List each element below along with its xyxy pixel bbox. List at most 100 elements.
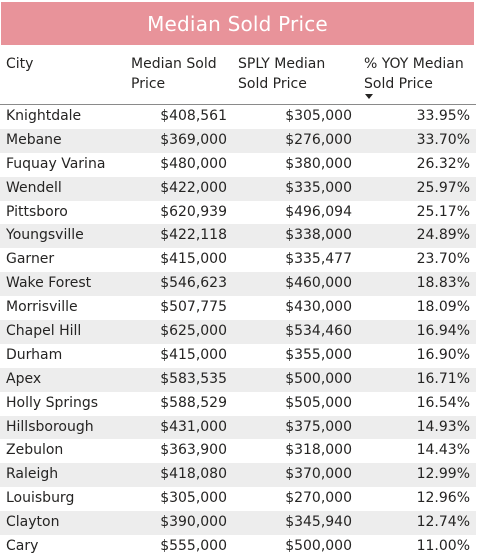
city-cell: Wendell xyxy=(6,179,62,196)
city-cell: Knightdale xyxy=(6,108,82,124)
median-sold-price-cell: $390,000 xyxy=(160,514,227,531)
median-sold-price-cell: $620,939 xyxy=(160,203,227,220)
table-row[interactable]: Holly Springs $588,529 $505,000 16.54% xyxy=(0,392,476,416)
table-row[interactable]: Louisburg $305,000 $270,000 12.96% xyxy=(0,487,476,511)
sply-median-cell: $380,000 xyxy=(285,155,352,172)
table-row[interactable]: Raleigh $418,080 $370,000 12.99% xyxy=(0,463,476,488)
sply-median-cell: $335,000 xyxy=(285,179,352,196)
sort-descending-icon[interactable] xyxy=(365,94,373,99)
table-row[interactable]: Morrisville $507,775 $430,000 18.09% xyxy=(0,296,476,320)
sply-median-cell: $375,000 xyxy=(285,418,352,435)
median-sold-price-cell: $507,775 xyxy=(160,299,227,316)
column-header-yoy-median[interactable]: % YOY Median Sold Price xyxy=(364,54,464,94)
yoy-median-cell: 18.09% xyxy=(416,299,470,316)
sply-median-cell: $534,460 xyxy=(285,323,352,340)
column-header-median-sold-price[interactable]: Median Sold Price xyxy=(131,54,217,94)
city-cell: Cary xyxy=(6,538,39,555)
column-header-city-label: City xyxy=(6,56,34,72)
city-cell: Morrisville xyxy=(6,299,78,316)
table-row[interactable]: Cary $555,000 $500,000 11.00% xyxy=(0,535,476,559)
sply-median-cell: $355,000 xyxy=(285,346,352,363)
table-row[interactable]: Pittsboro $620,939 $496,094 25.17% xyxy=(0,201,476,225)
yoy-median-cell: 14.93% xyxy=(416,418,470,435)
yoy-median-cell: 23.70% xyxy=(416,251,470,268)
median-sold-price-cell: $418,080 xyxy=(160,466,227,483)
median-sold-price-cell: $546,623 xyxy=(160,275,227,292)
median-sold-price-cell: $415,000 xyxy=(160,346,227,363)
column-header-median-line1: Median Sold xyxy=(131,56,217,72)
sply-median-cell: $460,000 xyxy=(285,275,352,292)
city-cell: Durham xyxy=(6,346,63,363)
city-cell: Apex xyxy=(6,370,42,387)
median-sold-price-cell: $415,000 xyxy=(160,251,227,268)
yoy-median-cell: 16.90% xyxy=(416,346,470,363)
table-row[interactable]: Knightdale $408,561 $305,000 33.95% xyxy=(0,105,476,129)
table-row[interactable]: Hillsborough $431,000 $375,000 14.93% xyxy=(0,415,476,440)
median-price-table: City Median Sold Price SPLY Median Sold … xyxy=(0,46,476,559)
median-sold-price-cell: $583,535 xyxy=(160,370,227,387)
sply-median-cell: $496,094 xyxy=(285,203,352,220)
yoy-median-cell: 12.96% xyxy=(416,490,470,507)
city-cell: Fuquay Varina xyxy=(6,155,106,172)
yoy-median-cell: 24.89% xyxy=(416,227,470,244)
median-sold-price-cell: $422,118 xyxy=(160,227,227,244)
table-row[interactable]: Apex $583,535 $500,000 16.71% xyxy=(0,367,476,392)
city-cell: Wake Forest xyxy=(6,275,92,292)
yoy-median-cell: 26.32% xyxy=(416,155,470,172)
sply-median-cell: $500,000 xyxy=(285,370,352,387)
visual-title: Median Sold Price xyxy=(147,11,328,36)
table-row[interactable]: Fuquay Varina $480,000 $380,000 26.32% xyxy=(0,153,476,177)
median-sold-price-cell: $369,000 xyxy=(160,131,227,148)
city-cell: Chapel Hill xyxy=(6,323,82,340)
median-sold-price-cell: $408,561 xyxy=(160,108,227,124)
yoy-median-cell: 16.71% xyxy=(416,370,470,387)
city-cell: Holly Springs xyxy=(6,394,99,411)
table-row[interactable]: Zebulon $363,900 $318,000 14.43% xyxy=(0,439,476,463)
yoy-median-cell: 16.94% xyxy=(416,323,470,340)
city-cell: Hillsborough xyxy=(6,418,94,435)
median-sold-price-cell: $363,900 xyxy=(160,442,227,459)
column-header-yoy-line2: Sold Price xyxy=(364,76,433,92)
city-cell: Raleigh xyxy=(6,466,59,483)
table-row[interactable]: Wake Forest $546,623 $460,000 18.83% xyxy=(0,272,476,297)
sply-median-cell: $335,477 xyxy=(285,251,352,268)
table-row[interactable]: Durham $415,000 $355,000 16.90% xyxy=(0,344,476,368)
yoy-median-cell: 16.54% xyxy=(416,394,470,411)
sply-median-cell: $270,000 xyxy=(285,490,352,507)
table-body: Knightdale $408,561 $305,000 33.95% Mebane $3… xyxy=(0,105,476,559)
median-sold-price-cell: $431,000 xyxy=(160,418,227,435)
median-sold-price-cell: $625,000 xyxy=(160,323,227,340)
yoy-median-cell: 33.95% xyxy=(416,108,470,124)
yoy-median-cell: 18.83% xyxy=(416,275,470,292)
yoy-median-cell: 25.97% xyxy=(416,179,470,196)
column-header-sply-median[interactable]: SPLY Median Sold Price xyxy=(238,54,325,94)
yoy-median-cell: 14.43% xyxy=(416,442,470,459)
table-row[interactable]: Chapel Hill $625,000 $534,460 16.94% xyxy=(0,320,476,344)
column-header-sply-line2: Sold Price xyxy=(238,76,307,92)
sply-median-cell: $370,000 xyxy=(285,466,352,483)
yoy-median-cell: 11.00% xyxy=(416,538,470,555)
median-sold-price-cell: $422,000 xyxy=(160,179,227,196)
table-row[interactable]: Garner $415,000 $335,477 23.70% xyxy=(0,248,476,272)
city-cell: Pittsboro xyxy=(6,203,68,220)
city-cell: Clayton xyxy=(6,514,60,531)
sply-median-cell: $276,000 xyxy=(285,131,352,148)
column-header-sply-line1: SPLY Median xyxy=(238,56,326,72)
sply-median-cell: $505,000 xyxy=(285,394,352,411)
yoy-median-cell: 25.17% xyxy=(416,203,470,220)
sply-median-cell: $345,940 xyxy=(285,514,352,531)
sply-median-cell: $500,000 xyxy=(285,538,352,555)
table-row[interactable]: Mebane $369,000 $276,000 33.70% xyxy=(0,128,476,153)
table-row[interactable]: Wendell $422,000 $335,000 25.97% xyxy=(0,176,476,201)
city-cell: Garner xyxy=(6,251,55,268)
column-header-city[interactable]: City xyxy=(6,54,33,74)
sply-median-cell: $305,000 xyxy=(285,108,352,124)
sply-median-cell: $430,000 xyxy=(285,299,352,316)
table-row[interactable]: Youngsville $422,118 $338,000 24.89% xyxy=(0,224,476,249)
table-header-row: City Median Sold Price SPLY Median Sold … xyxy=(0,46,476,105)
table-row[interactable]: Clayton $390,000 $345,940 12.74% xyxy=(0,511,476,536)
city-cell: Mebane xyxy=(6,131,62,148)
median-sold-price-cell: $555,000 xyxy=(160,538,227,555)
column-header-yoy-line1: % YOY Median xyxy=(364,56,464,72)
yoy-median-cell: 12.74% xyxy=(416,514,470,531)
